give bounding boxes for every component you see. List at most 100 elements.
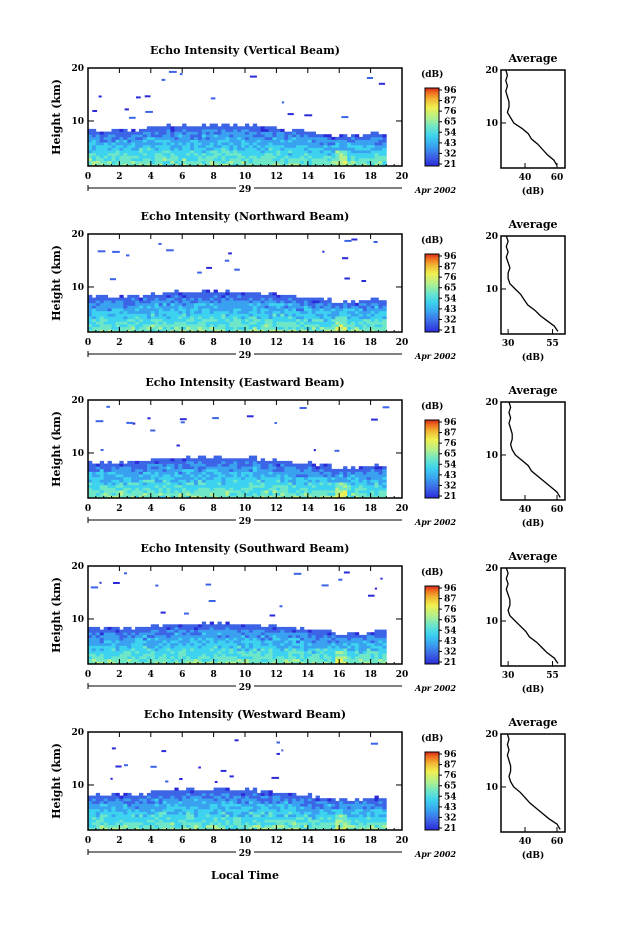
heatmap-cell bbox=[194, 484, 199, 488]
heatmap-cell bbox=[272, 136, 277, 140]
heatmap-cell bbox=[303, 310, 309, 314]
heatmap-cell bbox=[150, 128, 156, 132]
heatmap-cell bbox=[194, 313, 199, 317]
heatmap-cell bbox=[197, 142, 203, 146]
heatmap-cell bbox=[166, 297, 171, 301]
heatmap-cell bbox=[174, 661, 179, 665]
heatmap-cell bbox=[91, 629, 97, 633]
day-label-bg bbox=[236, 182, 254, 193]
heatmap-cell bbox=[154, 142, 159, 146]
heatmap-cell bbox=[158, 629, 163, 633]
heatmap-cell bbox=[123, 326, 128, 330]
heatmap-cell bbox=[370, 313, 375, 317]
heatmap-cell bbox=[213, 632, 218, 636]
heatmap-cell bbox=[158, 294, 163, 298]
heatmap-cell bbox=[205, 637, 211, 641]
heatmap-cell bbox=[91, 822, 97, 826]
heatmap-cell bbox=[284, 147, 289, 151]
heatmap-cell bbox=[162, 471, 167, 475]
heatmap-cell bbox=[135, 155, 140, 159]
heatmap-cell bbox=[292, 640, 297, 644]
heatmap-cell bbox=[197, 139, 203, 143]
heatmap-cell bbox=[248, 458, 254, 462]
heatmap-cell bbox=[292, 321, 297, 325]
heatmap-cell bbox=[154, 650, 159, 654]
heatmap-cell bbox=[264, 487, 269, 491]
heatmap-cell bbox=[241, 126, 246, 130]
profile-y-tick-label: 20 bbox=[485, 398, 498, 408]
heatmap-cell bbox=[374, 134, 379, 138]
heatmap-cell bbox=[237, 468, 242, 472]
heatmap-cell bbox=[229, 471, 234, 475]
heatmap-cell bbox=[154, 648, 159, 652]
heatmap-cell bbox=[131, 661, 136, 665]
heatmap-cell bbox=[107, 824, 112, 828]
heatmap-cell bbox=[170, 310, 175, 314]
heatmap-cell bbox=[111, 814, 116, 818]
heatmap-cell bbox=[327, 310, 332, 314]
heatmap-cell bbox=[190, 460, 195, 464]
heatmap-cell bbox=[268, 294, 273, 298]
heatmap-cell bbox=[347, 310, 352, 314]
heatmap-cell bbox=[139, 158, 144, 162]
heatmap-cell bbox=[135, 811, 140, 815]
heatmap-cell bbox=[150, 147, 156, 151]
heatmap-cell bbox=[351, 150, 356, 154]
heatmap-cell bbox=[182, 326, 187, 330]
heatmap-cell bbox=[358, 300, 364, 304]
heatmap-cell bbox=[268, 313, 273, 317]
heatmap-cell bbox=[95, 313, 101, 317]
heatmap-cell bbox=[315, 471, 320, 475]
heatmap-cell bbox=[119, 128, 124, 132]
heatmap-cell bbox=[252, 495, 258, 499]
heatmap-cell bbox=[315, 134, 320, 138]
heatmap-cell bbox=[154, 629, 159, 633]
heatmap-cell bbox=[182, 310, 187, 314]
x-tick-label: 16 bbox=[333, 172, 346, 182]
heatmap-cell bbox=[362, 160, 368, 164]
heatmap-cell bbox=[293, 572, 302, 575]
heatmap-cell bbox=[162, 479, 167, 483]
heatmap-cell bbox=[358, 316, 364, 320]
heatmap-cell bbox=[323, 479, 328, 483]
heatmap-cell bbox=[127, 460, 132, 464]
heatmap-cell bbox=[311, 484, 316, 488]
heatmap-cell bbox=[221, 128, 226, 132]
heatmap-cell bbox=[115, 310, 120, 314]
heatmap-cell bbox=[272, 648, 277, 652]
heatmap-cell bbox=[237, 640, 242, 644]
heatmap-cell bbox=[107, 158, 112, 162]
heatmap-cell bbox=[343, 163, 348, 167]
heatmap-cell bbox=[197, 321, 203, 325]
heatmap-cells bbox=[88, 238, 387, 333]
heatmap-cell bbox=[150, 313, 156, 317]
heatmap-cell bbox=[131, 300, 136, 304]
x-tick-label: 8 bbox=[210, 670, 216, 680]
heatmap-cell bbox=[170, 292, 175, 296]
heatmap-cell bbox=[142, 302, 148, 306]
heatmap-cell bbox=[296, 634, 301, 638]
heatmap-cell bbox=[229, 134, 234, 138]
heatmap-cell bbox=[382, 661, 387, 665]
heatmap-cell bbox=[115, 136, 120, 140]
heatmap-cell bbox=[323, 484, 328, 488]
heatmap-cell bbox=[217, 131, 222, 135]
heatmap-cell bbox=[264, 468, 269, 472]
heatmap-cell bbox=[127, 640, 132, 644]
heatmap-cell bbox=[272, 471, 277, 475]
heatmap-cell bbox=[280, 318, 285, 322]
profile-y-tick-label: 20 bbox=[485, 66, 498, 76]
heatmap-cell bbox=[366, 142, 371, 146]
heatmap-cell bbox=[95, 324, 101, 328]
heatmap-cell bbox=[174, 642, 179, 646]
heatmap-cell bbox=[307, 466, 313, 470]
heatmap-cell bbox=[174, 653, 179, 657]
heatmap-cell bbox=[280, 482, 285, 486]
heatmap-cell bbox=[300, 152, 305, 156]
heatmap-cell bbox=[131, 816, 136, 820]
x-tick-label: 12 bbox=[270, 172, 283, 182]
heatmap-cell bbox=[272, 160, 277, 164]
heatmap-cell bbox=[166, 490, 171, 494]
heatmap-cell bbox=[103, 466, 108, 470]
heatmap-cell bbox=[119, 803, 124, 807]
